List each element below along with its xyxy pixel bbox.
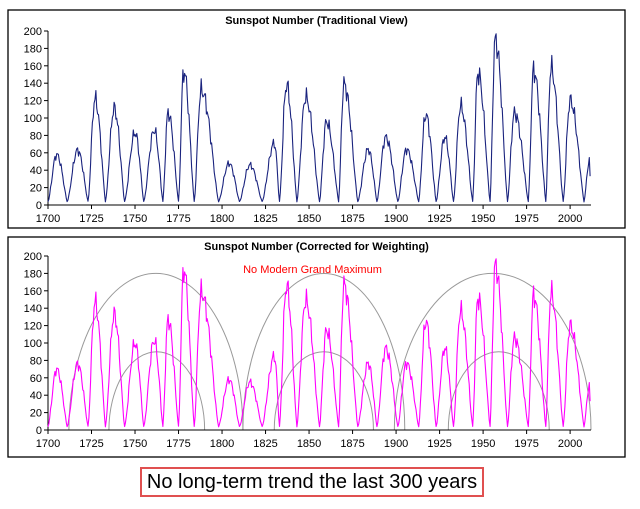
y-tick-label: 100 bbox=[24, 338, 42, 350]
x-tick-label: 1825 bbox=[253, 213, 277, 225]
x-tick-label: 1975 bbox=[514, 213, 538, 225]
y-tick-label: 80 bbox=[30, 355, 42, 367]
y-tick-label: 120 bbox=[24, 96, 42, 108]
y-tick-label: 40 bbox=[30, 390, 42, 402]
y-tick-label: 200 bbox=[24, 251, 42, 263]
envelope-arc bbox=[447, 351, 550, 431]
x-tick-label: 1750 bbox=[123, 438, 147, 450]
x-tick-label: 1825 bbox=[253, 438, 277, 450]
x-tick-label: 1775 bbox=[166, 213, 190, 225]
x-tick-label: 1875 bbox=[340, 438, 364, 450]
x-tick-label: 1950 bbox=[471, 438, 495, 450]
y-tick-label: 40 bbox=[30, 165, 42, 177]
x-tick-label: 1775 bbox=[166, 438, 190, 450]
y-tick-label: 200 bbox=[24, 26, 42, 38]
y-tick-label: 140 bbox=[24, 78, 42, 90]
x-tick-label: 1925 bbox=[427, 213, 451, 225]
envelope-arc bbox=[393, 273, 592, 431]
x-tick-label: 1800 bbox=[210, 438, 234, 450]
caption-box: No long-term trend the last 300 years bbox=[140, 467, 484, 497]
x-tick-label: 1925 bbox=[427, 438, 451, 450]
x-tick-label: 1900 bbox=[384, 213, 408, 225]
x-tick-label: 1850 bbox=[297, 213, 321, 225]
x-tick-label: 1750 bbox=[123, 213, 147, 225]
x-tick-label: 2000 bbox=[558, 438, 582, 450]
x-tick-label: 1850 bbox=[297, 438, 321, 450]
data-series-line bbox=[47, 258, 591, 428]
y-tick-label: 120 bbox=[24, 321, 42, 333]
chart-annotation: No Modern Grand Maximum bbox=[243, 264, 382, 276]
envelope-arc bbox=[242, 272, 406, 431]
x-tick-label: 1875 bbox=[340, 213, 364, 225]
y-tick-label: 180 bbox=[24, 268, 42, 280]
y-tick-label: 80 bbox=[30, 130, 42, 142]
x-tick-label: 1725 bbox=[79, 213, 103, 225]
x-tick-label: 1700 bbox=[36, 213, 60, 225]
x-tick-label: 1725 bbox=[79, 438, 103, 450]
x-tick-label: 1975 bbox=[514, 438, 538, 450]
x-tick-label: 1800 bbox=[210, 213, 234, 225]
chart-panels: Sunspot Number (Traditional View) 0 20 40 60… bbox=[7, 9, 626, 458]
x-tick-label: 1950 bbox=[471, 213, 495, 225]
x-tick-label: 1700 bbox=[36, 438, 60, 450]
y-tick-label: 0 bbox=[36, 425, 42, 437]
x-tick-label: 1900 bbox=[384, 438, 408, 450]
y-tick-label: 140 bbox=[24, 303, 42, 315]
y-tick-label: 100 bbox=[24, 113, 42, 125]
y-tick-label: 60 bbox=[30, 373, 42, 385]
y-tick-label: 160 bbox=[24, 286, 42, 298]
y-tick-label: 60 bbox=[30, 148, 42, 160]
chart-frame bbox=[7, 9, 626, 229]
envelope-arc bbox=[68, 272, 244, 431]
chart-title: Sunspot Number (Traditional View) bbox=[225, 15, 408, 27]
chart-canvas: Sunspot Number (Traditional View) 0 20 40 60… bbox=[7, 9, 626, 458]
y-tick-label: 160 bbox=[24, 61, 42, 73]
data-series-line bbox=[47, 33, 591, 203]
chart-title: Sunspot Number (Corrected for Weighting) bbox=[204, 241, 429, 253]
y-tick-label: 180 bbox=[24, 43, 42, 55]
y-tick-label: 20 bbox=[30, 408, 42, 420]
y-tick-label: 0 bbox=[36, 200, 42, 212]
x-tick-label: 2000 bbox=[558, 213, 582, 225]
caption-text: No long-term trend the last 300 years bbox=[146, 470, 478, 493]
y-tick-label: 20 bbox=[30, 183, 42, 195]
